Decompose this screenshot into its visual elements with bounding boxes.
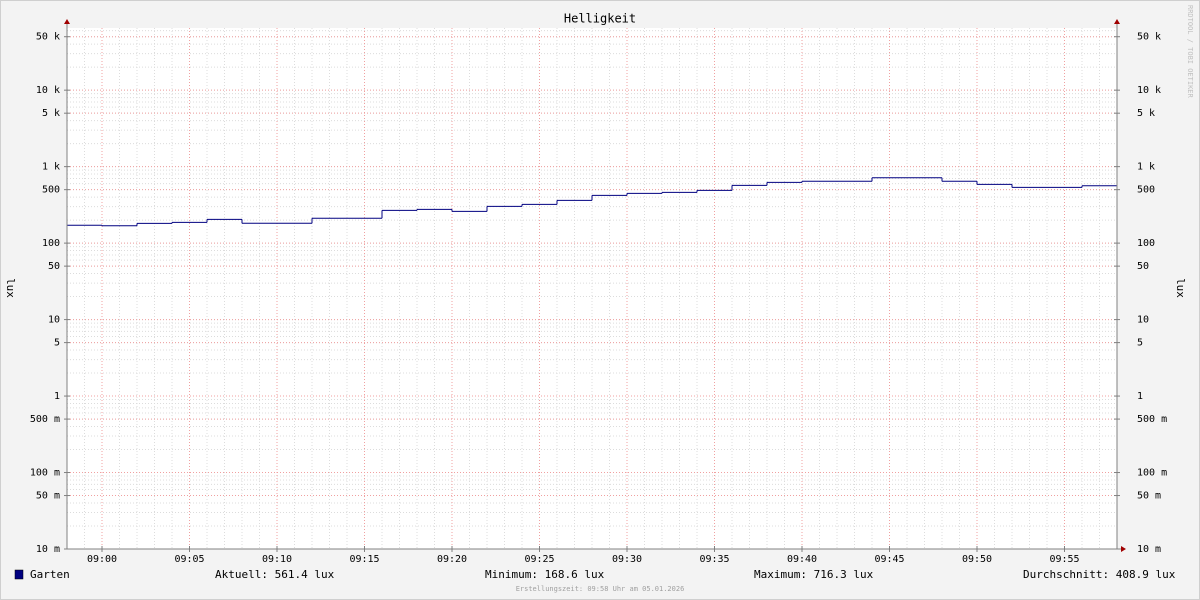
y-tick-label: 100 [42,238,60,249]
y-tick-label: 500 m [30,414,60,425]
y-tick-label: 5 k [42,108,60,119]
footer: Erstellungszeit: 09:58 Uhr am 05.01.2026 [516,585,685,593]
x-tick-label: 09:20 [437,554,467,565]
y2-axis-label: lux [1174,278,1187,298]
y2-tick-label: 50 m [1137,491,1161,502]
y2-tick-label: 5 k [1137,108,1155,119]
x-tick-label: 09:35 [699,554,729,565]
y2-tick-label: 5 [1137,338,1143,349]
plot-area [67,28,1117,549]
chart-title: Helligkeit [564,12,636,26]
y-tick-label: 50 m [36,491,60,502]
stat: Minimum: 168.6 lux [485,568,605,581]
y2-tick-label: 100 [1137,238,1155,249]
y-tick-label: 1 [54,391,60,402]
y-tick-label: 5 [54,338,60,349]
y2-tick-label: 100 m [1137,468,1167,479]
y2-tick-label: 10 [1137,315,1149,326]
axes: 09:00 09:05 09:10 09:15 09:20 09:25 09:30 09:35… [30,19,1167,565]
x-tick-label: 09:30 [612,554,642,565]
y-tick-label: 500 [42,185,60,196]
y2-tick-label: 1 k [1137,162,1155,173]
marks [67,177,1117,227]
y2-tick-label: 50 [1137,261,1149,272]
x-tick-label: 09:15 [349,554,379,565]
stat: Maximum: 716.3 lux [754,568,874,581]
y-tick-label: 1 k [42,162,60,173]
arrow [64,19,70,24]
y2-tick-label: 10 k [1137,85,1161,96]
y2-tick-label: 10 m [1137,544,1161,555]
arrow [1114,19,1120,24]
y2-tick-label: 50 k [1137,32,1161,43]
x-tick-label: 09:55 [1049,554,1079,565]
y-tick-label: 100 m [30,468,60,479]
stat: Aktuell: 561.4 lux [215,568,335,581]
grid [66,28,1118,550]
watermark: RRDTOOL / TOBI OETIKER [1186,5,1194,99]
stat: Durchschnitt: 408.9 lux [1023,568,1176,581]
x-tick-label: 09:25 [524,554,554,565]
y2-tick-label: 1 [1137,391,1143,402]
arrow [1121,546,1126,552]
legend-swatch [14,569,24,580]
x-tick-label: 09:50 [962,554,992,565]
x-tick-label: 09:10 [262,554,292,565]
y-tick-label: 10 m [36,544,60,555]
y2-tick-label: 500 [1137,185,1155,196]
y-tick-label: 10 [48,315,60,326]
x-tick-label: 09:00 [87,554,117,565]
legend-label: Garten [30,568,70,581]
y-tick-label: 10 k [36,85,60,96]
y-axis-label: lux [4,278,17,298]
y2-tick-label: 500 m [1137,414,1167,425]
x-tick-label: 09:05 [174,554,204,565]
x-tick-label: 09:45 [874,554,904,565]
y-tick-label: 50 [48,261,60,272]
y-tick-label: 50 k [36,32,60,43]
x-tick-label: 09:40 [787,554,817,565]
